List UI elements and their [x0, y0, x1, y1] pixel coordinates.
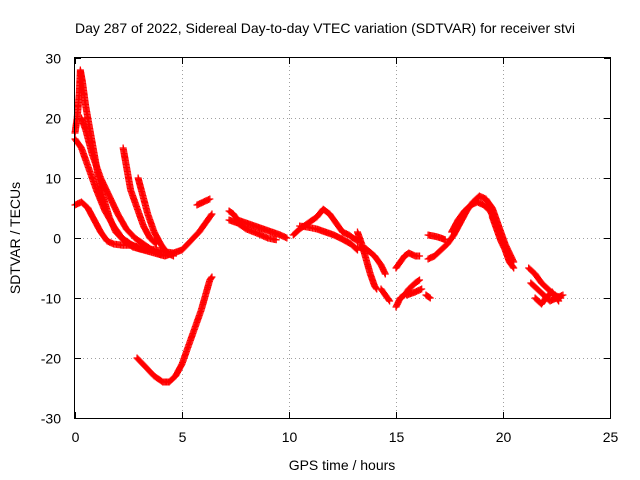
series-arc-u: [488, 213, 518, 272]
series-arc-low: [133, 273, 216, 386]
data-point: [426, 294, 434, 302]
data-point: [425, 293, 433, 301]
series-arc-j: [296, 222, 361, 254]
x-tick-labels: 0 5 10 15 20 25: [72, 429, 619, 445]
x-tick-label: 0: [72, 429, 80, 445]
data-point: [554, 296, 562, 304]
data-point: [416, 252, 424, 260]
y-axis-label: SDTVAR / TECUs: [7, 182, 23, 294]
data-point: [555, 297, 563, 305]
data-point: [208, 210, 216, 218]
data-point: [272, 236, 280, 244]
series-arc-x: [531, 288, 563, 308]
series-arc-h: [225, 216, 280, 244]
y-tick-label: 30: [45, 51, 61, 67]
data-point: [385, 296, 393, 304]
series-arc-d: [119, 144, 160, 248]
y-tick-label: -30: [41, 411, 61, 427]
data-point: [283, 234, 291, 242]
x-tick-label: 15: [389, 429, 405, 445]
y-tick-label: -10: [41, 291, 61, 307]
x-tick-label: 5: [179, 429, 187, 445]
data-point: [559, 291, 567, 299]
series-arc-o: [392, 249, 424, 272]
y-tick-label: 20: [45, 111, 61, 127]
series-arc-n: [392, 276, 424, 311]
data-point: [418, 285, 426, 293]
series-arc-p: [403, 285, 426, 299]
series-arc-l: [353, 243, 389, 278]
data-point: [510, 264, 518, 272]
data-point: [386, 297, 394, 305]
series-arc-i: [289, 205, 361, 245]
x-axis-label: GPS time / hours: [289, 457, 396, 473]
series-arc-q: [422, 291, 434, 302]
y-tick-label: 10: [45, 171, 61, 187]
data-point: [416, 276, 424, 284]
series-arc-t: [448, 198, 498, 236]
data-point: [381, 270, 389, 278]
x-tick-label: 25: [603, 429, 619, 445]
series-arc-m: [377, 285, 394, 305]
y-tick-label: 0: [53, 231, 61, 247]
data-point: [207, 274, 215, 282]
data-point: [372, 284, 380, 292]
data-point: [509, 263, 517, 271]
data-point: [207, 211, 215, 219]
chart-title: Day 287 of 2022, Sidereal Day-to-day VTE…: [75, 20, 575, 36]
data-point: [414, 277, 422, 285]
y-tick-label: -20: [41, 351, 61, 367]
series-arc-e: [134, 174, 177, 260]
series-arc-r: [424, 231, 449, 244]
data-points: [71, 66, 567, 386]
data-point: [169, 252, 177, 260]
x-tick-label: 20: [496, 429, 512, 445]
series-arc-f: [193, 195, 214, 209]
plot-frame: [74, 57, 611, 419]
data-point: [208, 273, 216, 281]
y-tick-labels: -30 -20 -10 0 10 20 30: [41, 51, 61, 427]
x-tick-label: 10: [282, 429, 298, 445]
data-point: [206, 195, 214, 203]
